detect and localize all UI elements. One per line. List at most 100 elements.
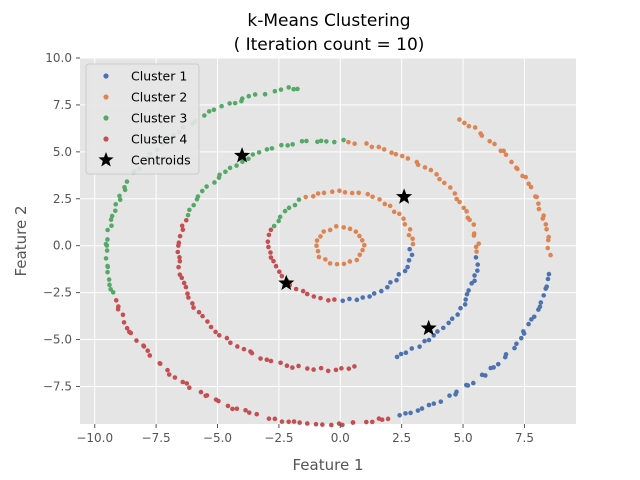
scatter-point (172, 375, 178, 380)
scatter-point (498, 148, 504, 154)
scatter-point (347, 226, 353, 232)
scatter-point (304, 421, 310, 426)
scatter-point (543, 222, 549, 227)
chart-title: k-Means Clustering (247, 11, 410, 31)
scatter-point (332, 297, 337, 302)
scatter-point (422, 338, 427, 344)
scatter-point (115, 306, 121, 312)
scatter-point (333, 224, 339, 229)
scatter-point (212, 180, 217, 185)
scatter-point (241, 346, 247, 352)
scatter-point (266, 232, 272, 238)
scatter-point (104, 248, 110, 253)
scatter-point (435, 329, 440, 334)
scatter-point (256, 150, 262, 155)
legend-marker (103, 94, 109, 100)
scatter-point (264, 357, 270, 363)
scatter-point (105, 227, 110, 233)
scatter-point (300, 288, 306, 294)
x-tick-label: 0.0 (331, 431, 350, 445)
scatter-point (290, 365, 295, 370)
scatter-point (491, 365, 496, 370)
scatter-point (106, 277, 112, 282)
scatter-point (204, 184, 209, 189)
scatter-point (223, 169, 228, 175)
scatter-point (394, 277, 399, 283)
scatter-point (362, 242, 367, 248)
legend-label: Cluster 4 (131, 132, 187, 147)
scatter-point (398, 351, 404, 357)
scatter-point (389, 150, 394, 156)
scatter-point (466, 123, 472, 129)
scatter-point (179, 223, 185, 229)
scatter-point (268, 255, 274, 260)
y-axis-ticks: −7.5 −5.0 −2.5 0.0 2.5 5.0 7.5 10.0 (43, 51, 80, 393)
scatter-point (408, 410, 413, 416)
scatter-point (124, 325, 130, 331)
scatter-point (279, 273, 285, 279)
scatter-point (187, 207, 192, 213)
scatter-point (213, 329, 218, 335)
scatter-point (216, 175, 222, 180)
scatter-point (455, 312, 460, 317)
scatter-point (449, 316, 455, 322)
scatter-point (360, 295, 366, 300)
scatter-point (428, 167, 434, 173)
scatter-point (369, 144, 375, 150)
scatter-point (492, 141, 497, 147)
scatter-point (230, 406, 235, 412)
scatter-point (458, 305, 463, 311)
scatter-point (324, 139, 329, 144)
scatter-point (186, 295, 191, 300)
scatter-point (234, 163, 239, 168)
scatter-point (442, 180, 447, 186)
scatter-point (117, 193, 122, 199)
scatter-point (518, 335, 524, 341)
scatter-point (105, 264, 111, 270)
scatter-point (545, 276, 551, 282)
scatter-point (417, 344, 422, 349)
scatter-point (109, 223, 114, 229)
scatter-point (350, 420, 356, 425)
scatter-point (198, 389, 204, 395)
scatter-point (304, 138, 309, 144)
scatter-point (454, 196, 459, 202)
scatter-point (410, 236, 415, 242)
scatter-point (180, 227, 186, 233)
scatter-point (311, 367, 316, 372)
x-axis-ticks: −10.0 −7.5 −5.0 −2.5 0.0 2.5 5.0 7.5 (76, 424, 534, 445)
scatter-point (385, 416, 391, 422)
scatter-point (352, 141, 357, 147)
scatter-point (394, 354, 400, 360)
scatter-point (526, 321, 531, 327)
scatter-point (471, 380, 476, 386)
scatter-point (397, 211, 402, 217)
scatter-point (531, 314, 537, 320)
scatter-point (466, 288, 471, 293)
scatter-point (457, 117, 462, 122)
scatter-point (183, 217, 189, 223)
scatter-point (122, 187, 128, 193)
scatter-point (538, 300, 544, 305)
scatter-point (175, 249, 181, 255)
scatter-point (339, 366, 344, 371)
legend-label: Cluster 1 (131, 69, 187, 84)
scatter-point (476, 241, 482, 247)
scatter-point (314, 243, 319, 249)
scatter-point (185, 212, 191, 218)
scatter-point (268, 227, 274, 233)
scatter-point (371, 291, 377, 296)
scatter-point (357, 233, 362, 239)
scatter-point (346, 139, 351, 145)
legend-marker-centroids (98, 152, 114, 167)
y-tick-label: 10.0 (45, 51, 72, 65)
scatter-point (264, 147, 270, 152)
scatter-point (303, 194, 309, 200)
scatter-point (286, 419, 291, 425)
scatter-point (472, 125, 478, 130)
scatter-point (391, 209, 397, 215)
scatter-point (353, 229, 359, 234)
scatter-point (269, 146, 275, 151)
scatter-point (414, 159, 420, 165)
scatter-point (376, 144, 382, 150)
